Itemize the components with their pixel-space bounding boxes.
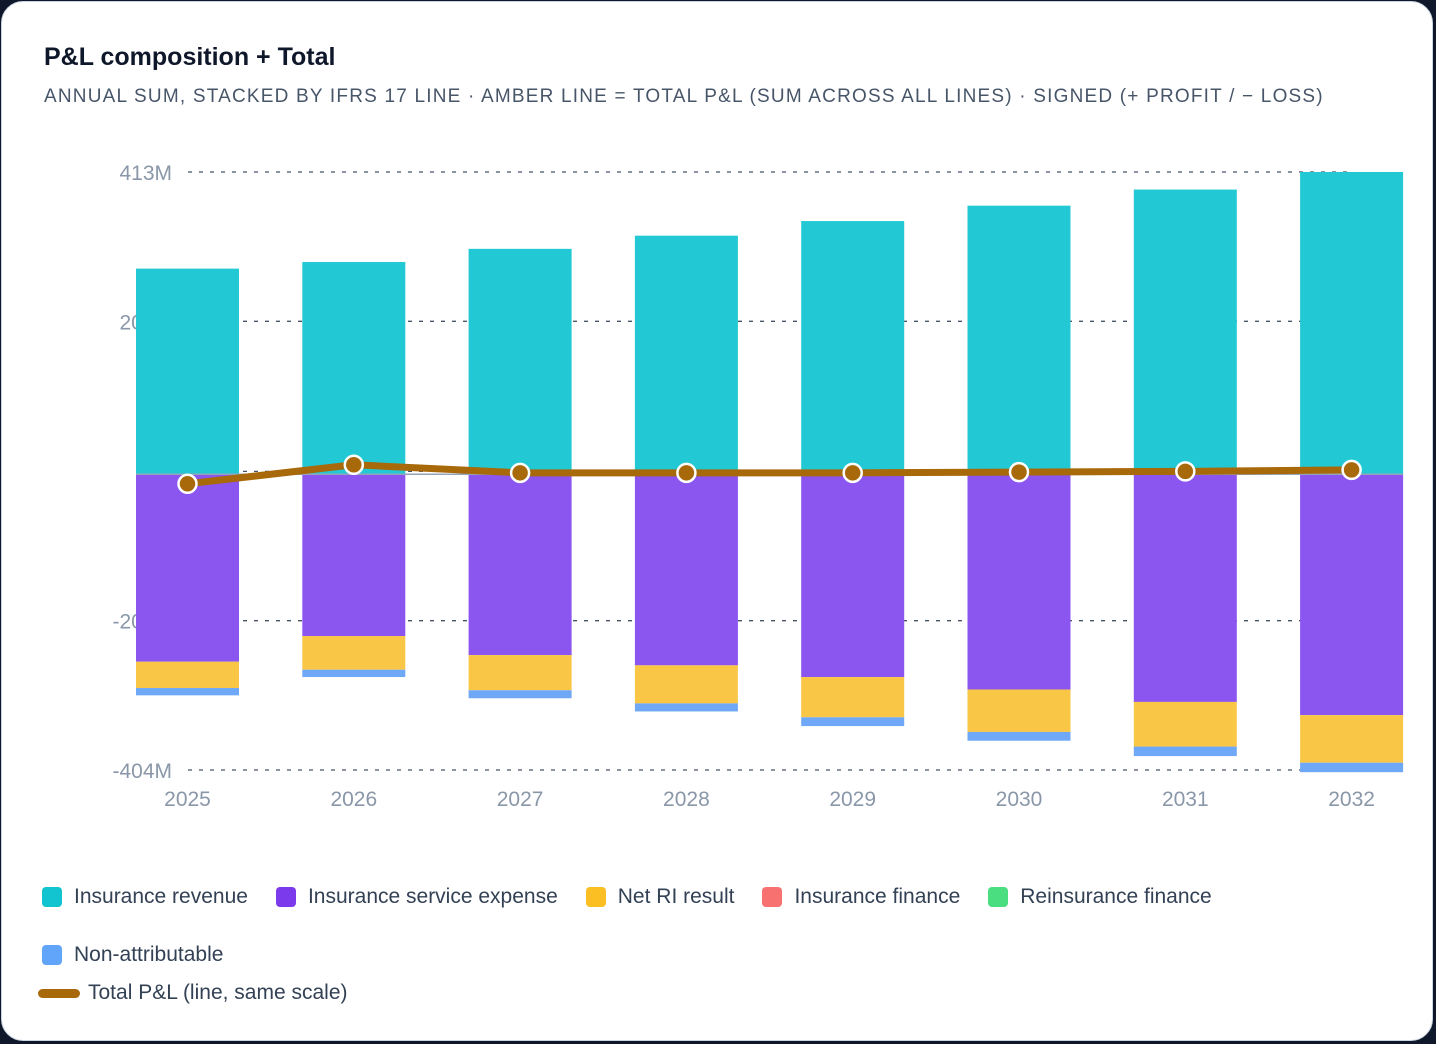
total-pl-point (1341, 459, 1362, 481)
bar-segment (967, 205, 1071, 475)
bar-segment (801, 474, 905, 678)
x-tick-label: 2025 (164, 788, 211, 811)
bar-segment (136, 268, 239, 475)
bar-segment (1133, 189, 1237, 475)
legend-swatch (988, 887, 1009, 907)
legend-swatch (275, 887, 296, 907)
bar-segment (1133, 746, 1237, 757)
y-tick-label: -404M (112, 760, 172, 783)
legend-item-insurance-revenue[interactable]: Insurance revenue (42, 885, 248, 909)
total-pl-point (343, 454, 365, 476)
bar-segment (967, 731, 1071, 741)
x-tick-label: 2027 (497, 788, 544, 811)
x-tick-label: 2028 (663, 788, 710, 811)
x-tick-label: 2032 (1328, 788, 1375, 811)
legend-swatch (585, 887, 606, 907)
legend-label: Insurance service expense (307, 885, 558, 908)
bar-segment (801, 677, 905, 718)
pl-composition-chart: 413M209M4M-200M-404M20252026202720282029… (112, 162, 1404, 811)
total-pl-point (676, 462, 697, 484)
chart-title: P&L composition + Total (44, 43, 336, 71)
legend-row-3: Total P&L (line, same scale) (38, 976, 1422, 1010)
bar-segment (302, 474, 406, 637)
bar-segment (136, 474, 239, 662)
total-pl-point (1008, 461, 1030, 483)
legend-item-insurance-finance[interactable]: Insurance finance (762, 885, 960, 909)
legend-line-swatch (38, 988, 80, 998)
bar-segment (302, 636, 406, 670)
legend-item-reinsurance-finance[interactable]: Reinsurance finance (988, 885, 1212, 909)
bar-segment (468, 248, 572, 475)
x-tick-label: 2030 (996, 788, 1043, 811)
bar-segment (302, 262, 406, 475)
bar-segment (1133, 701, 1237, 747)
total-pl-point (177, 473, 198, 495)
bar-segment (1300, 762, 1404, 773)
total-pl-point (1175, 461, 1196, 482)
bar-segment (136, 688, 239, 696)
bar-segment (634, 235, 738, 475)
total-pl-point (842, 462, 863, 484)
bar-segment (967, 689, 1071, 732)
legend-item-net-ri-result[interactable]: Net RI result (585, 885, 735, 909)
legend-label: Total P&L (line, same scale) (88, 981, 348, 1004)
bar-segment (1300, 172, 1404, 475)
bar-segment (468, 690, 572, 699)
legend-swatch (42, 945, 62, 965)
legend-item-insurance-service-expense[interactable]: Insurance service expense (275, 885, 558, 909)
legend-swatch (42, 887, 62, 907)
bar-segment (967, 474, 1071, 690)
bar-segment (801, 717, 905, 727)
legend-item-total-pl-line[interactable]: Total P&L (line, same scale) (38, 981, 348, 1005)
bar-segment (634, 474, 738, 666)
legend-label: Insurance finance (794, 885, 961, 908)
x-tick-label: 2031 (1162, 788, 1209, 811)
total-pl-line (184, 461, 1356, 488)
bar-segment (1300, 715, 1404, 763)
y-tick-label: 413M (119, 162, 172, 185)
bar-segment (136, 661, 239, 689)
bar-segment (302, 669, 406, 678)
legend-row-2: Non-attributable (42, 938, 1422, 972)
chart-legend: Insurance revenue Insurance service expe… (38, 880, 1422, 1010)
x-tick-label: 2026 (330, 788, 377, 811)
legend-swatch (762, 887, 783, 907)
total-pl-point (509, 462, 531, 484)
x-tick-label: 2029 (829, 788, 876, 811)
legend-label: Insurance revenue (74, 885, 248, 908)
chart-subtitle: ANNUAL SUM, STACKED BY IFRS 17 LINE · AM… (44, 86, 1324, 107)
bar-segment (801, 221, 905, 475)
bar-segment (468, 655, 572, 691)
legend-label: Non-attributable (74, 943, 224, 966)
legend-label: Net RI result (617, 885, 735, 908)
bar-segment (634, 665, 738, 704)
legend-item-non-attributable[interactable]: Non-attributable (42, 943, 223, 967)
legend-label: Reinsurance finance (1020, 885, 1212, 908)
legend-row-1: Insurance revenue Insurance service expe… (42, 880, 1422, 914)
bar-segment (1300, 474, 1404, 716)
bar-segment (634, 703, 738, 712)
bar-segment (1133, 474, 1237, 702)
bar-segment (468, 474, 572, 656)
